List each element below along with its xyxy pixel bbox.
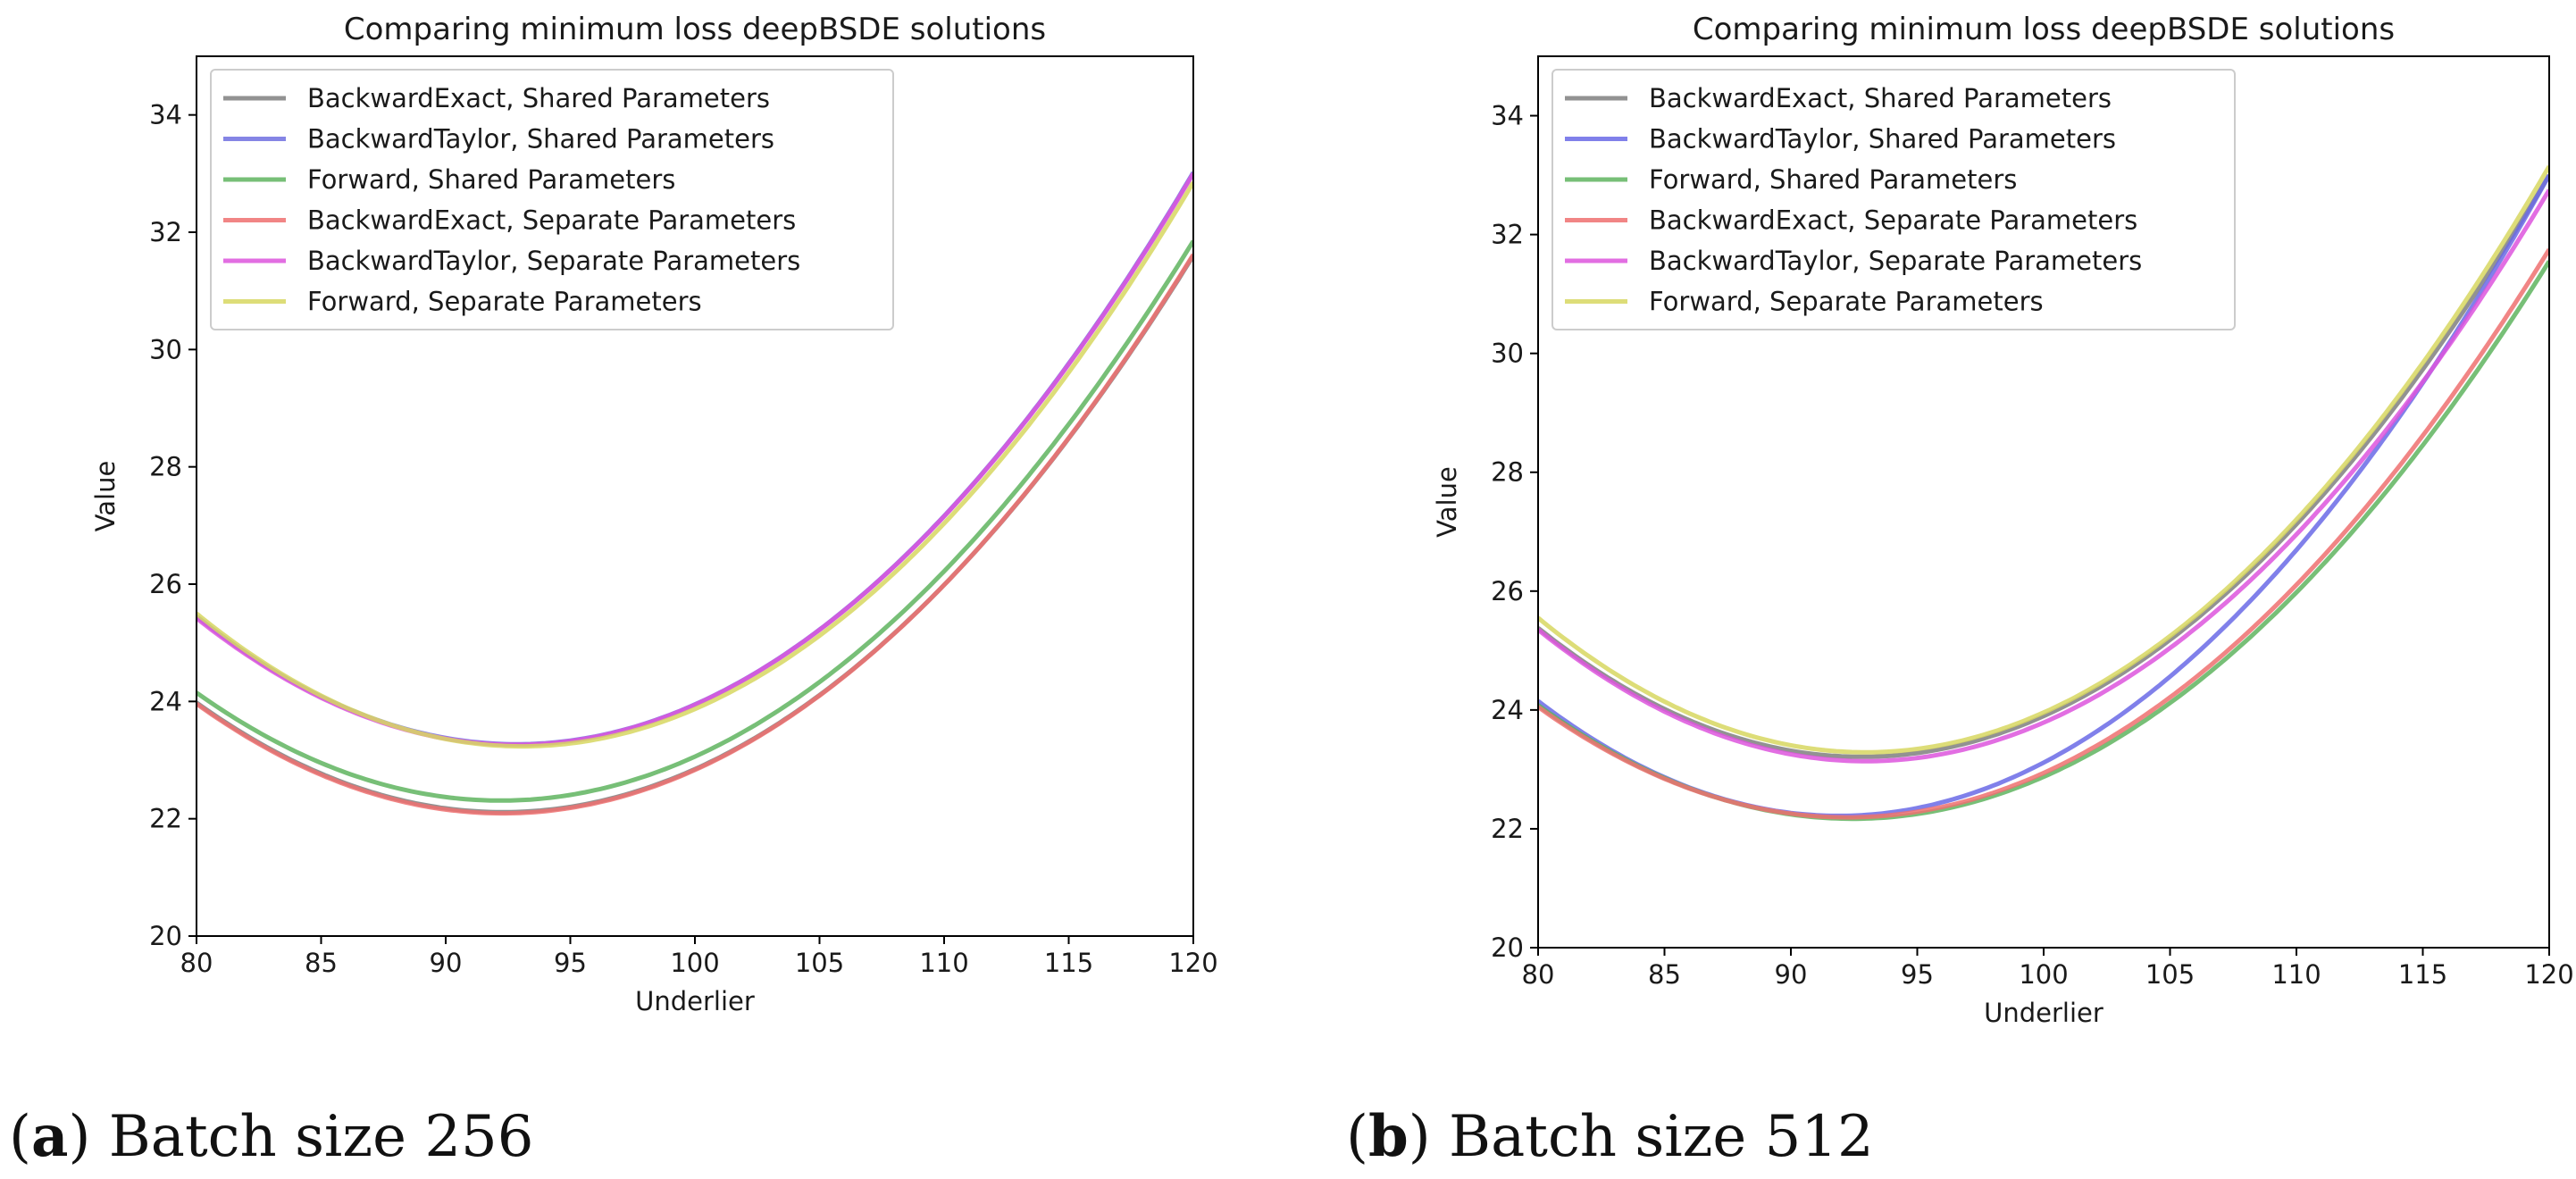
series-group: [197, 171, 1193, 816]
legend-label-3: BackwardExact, Separate Parameters: [307, 205, 796, 236]
legend-box: [1551, 69, 2236, 330]
chart-batch-512: Comparing minimum loss deepBSDE solution…: [1432, 12, 2574, 1028]
y-axis-label: Value: [1432, 466, 1462, 538]
x-tick-label: 105: [795, 948, 844, 978]
y-tick-label: 20: [1491, 932, 1524, 963]
x-axis-label: Underlier: [1984, 998, 2103, 1028]
series-line-0: [197, 254, 1193, 815]
series-line-3: [197, 253, 1193, 816]
chart-batch-256: Comparing minimum loss deepBSDE solution…: [90, 12, 1218, 1016]
legend-label-5: Forward, Separate Parameters: [307, 287, 702, 317]
legend: BackwardExact, Shared Parameters Backward…: [1551, 69, 2236, 330]
x-tick-label: 80: [1522, 959, 1555, 990]
x-tick-label: 115: [1044, 948, 1093, 978]
y-axis-label: Value: [90, 461, 121, 532]
x-tick-label: 110: [2271, 959, 2321, 990]
x-tick-label: 80: [180, 948, 213, 978]
legend-label-4: BackwardTaylor, Separate Parameters: [307, 246, 800, 276]
legend: BackwardExact, Shared Parameters Backward…: [210, 69, 894, 330]
chart-title: Comparing minimum loss deepBSDE solution…: [1693, 12, 2395, 47]
x-tick-label: 100: [2019, 959, 2068, 990]
x-tick-label: 120: [2524, 959, 2573, 990]
x-tick-label: 90: [430, 948, 463, 978]
series-line-2: [1538, 260, 2549, 822]
legend-label-5: Forward, Separate Parameters: [1649, 287, 2044, 317]
y-tick-label: 30: [149, 334, 182, 364]
series-line-2: [197, 239, 1193, 803]
series-line-5: [197, 180, 1193, 749]
caption-b: (b) Batch size 512: [1346, 1103, 1874, 1170]
y-tick-label: 32: [1491, 220, 1524, 250]
y-tick-label: 28: [149, 452, 182, 482]
legend-label-4: BackwardTaylor, Separate Parameters: [1649, 246, 2142, 276]
y-tick-label: 22: [149, 804, 182, 834]
y-tick-label: 24: [149, 686, 182, 716]
series-line-5: [1538, 164, 2549, 755]
y-tick-label: 34: [1491, 101, 1524, 131]
x-tick-label: 90: [1775, 959, 1808, 990]
y-tick-label: 26: [1491, 576, 1524, 606]
chart-title: Comparing minimum loss deepBSDE solution…: [344, 12, 1046, 47]
legend-label-0: BackwardExact, Shared Parameters: [307, 83, 770, 113]
x-tick-label: 85: [305, 948, 338, 978]
y-tick-label: 22: [1491, 814, 1524, 844]
x-tick-label: 100: [670, 948, 719, 978]
legend-box: [210, 69, 894, 330]
legend-label-3: BackwardExact, Separate Parameters: [1649, 205, 2137, 236]
y-tick-label: 20: [149, 921, 182, 951]
x-tick-label: 95: [554, 948, 587, 978]
y-tick-label: 32: [149, 217, 182, 247]
series-line-4: [1538, 188, 2549, 764]
legend-label-0: BackwardExact, Shared Parameters: [1649, 83, 2112, 113]
y-tick-label: 30: [1491, 339, 1524, 369]
y-tick-label: 34: [149, 100, 182, 130]
caption-a: (a) Batch size 256: [9, 1103, 533, 1170]
x-tick-label: 85: [1648, 959, 1681, 990]
x-tick-label: 110: [919, 948, 968, 978]
series-line-3: [1538, 247, 2549, 820]
series-group: [1538, 164, 2549, 822]
x-tick-label: 115: [2398, 959, 2447, 990]
legend-label-1: BackwardTaylor, Shared Parameters: [1649, 124, 2116, 155]
x-tick-label: 120: [1168, 948, 1217, 978]
x-tick-label: 105: [2145, 959, 2195, 990]
x-tick-label: 95: [1901, 959, 1934, 990]
legend-label-2: Forward, Shared Parameters: [307, 164, 675, 195]
x-axis-label: Underlier: [635, 986, 755, 1016]
legend-label-1: BackwardTaylor, Shared Parameters: [307, 124, 774, 155]
y-tick-label: 28: [1491, 457, 1524, 488]
series-line-0: [1538, 173, 2549, 759]
legend-label-2: Forward, Shared Parameters: [1649, 164, 2017, 195]
y-tick-label: 26: [149, 569, 182, 599]
y-tick-label: 24: [1491, 695, 1524, 725]
